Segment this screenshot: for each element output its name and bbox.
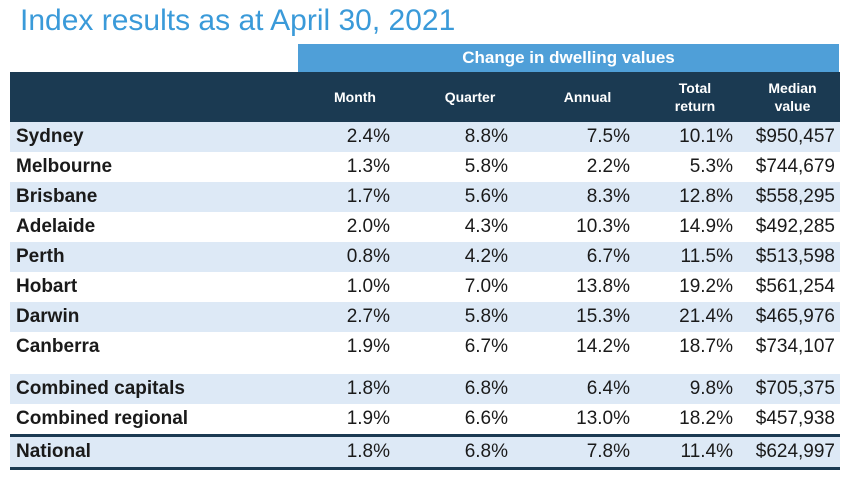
header-median-line2: value [774, 98, 811, 114]
cell-total-return: 18.7% [679, 336, 733, 357]
table-row: Hobart 1.0% 7.0% 13.8% 19.2% $561,254 [10, 272, 840, 302]
cell-annual: 15.3% [576, 306, 630, 327]
row-label: Hobart [16, 276, 78, 297]
cell-month: 0.8% [346, 246, 390, 267]
row-label: Perth [16, 246, 65, 267]
cell-month: 1.8% [346, 378, 390, 399]
cell-annual: 13.0% [576, 408, 630, 429]
row-label: National [16, 441, 91, 462]
header-total-return-line1: Total [678, 80, 712, 96]
cell-month: 1.9% [346, 408, 390, 429]
cell-total-return: 18.2% [679, 408, 733, 429]
cell-month: 1.3% [346, 156, 390, 177]
row-label: Melbourne [16, 156, 113, 177]
row-label: Canberra [16, 336, 100, 357]
cell-annual: 14.2% [576, 336, 630, 357]
cell-month: 1.9% [346, 336, 390, 357]
header-median-line1: Median [768, 80, 817, 96]
table-row: Combined regional 1.9% 6.6% 13.0% 18.2% … [10, 404, 840, 434]
national-divider-top [10, 434, 840, 437]
cell-median-value: $457,938 [755, 408, 835, 429]
cell-month: 2.7% [346, 306, 390, 327]
table-row: Combined capitals 1.8% 6.8% 6.4% 9.8% $7… [10, 374, 840, 404]
table-header: Month Quarter Annual Total return Median v… [10, 72, 840, 122]
cell-annual: 13.8% [576, 276, 630, 297]
cell-median-value: $561,254 [755, 276, 835, 297]
cell-annual: 8.3% [586, 186, 630, 207]
cell-median-value: $744,679 [755, 156, 835, 177]
header-total-return-line2: return [674, 98, 716, 114]
cell-month: 2.4% [346, 126, 390, 147]
cell-total-return: 19.2% [679, 276, 733, 297]
cell-month: 1.0% [346, 276, 390, 297]
column-group-header: Change in dwelling values [298, 44, 839, 72]
cell-annual: 2.2% [586, 156, 630, 177]
cell-median-value: $734,107 [755, 336, 835, 357]
row-label: Darwin [16, 306, 80, 327]
table-row: Sydney 2.4% 8.8% 7.5% 10.1% $950,457 [10, 122, 840, 152]
cell-month: 1.8% [346, 441, 390, 462]
cell-total-return: 11.4% [680, 441, 733, 462]
cell-quarter: 4.2% [464, 246, 508, 267]
table-row: Canberra 1.9% 6.7% 14.2% 18.7% $734,107 [10, 332, 840, 362]
cell-quarter: 5.8% [464, 156, 508, 177]
cell-total-return: 12.8% [679, 186, 733, 207]
cell-total-return: 10.1% [679, 126, 733, 147]
header-median-value: Median value [745, 72, 840, 122]
header-annual: Annual [563, 89, 612, 105]
cell-median-value: $465,976 [755, 306, 835, 327]
cell-quarter: 6.8% [464, 378, 508, 399]
header-total-return: Total return [645, 72, 745, 122]
table-row: Melbourne 1.3% 5.8% 2.2% 5.3% $744,679 [10, 152, 840, 182]
table-row: Brisbane 1.7% 5.6% 8.3% 12.8% $558,295 [10, 182, 840, 212]
header-month: Month [334, 89, 376, 105]
cell-median-value: $558,295 [755, 186, 835, 207]
row-label: Adelaide [16, 216, 96, 237]
cell-quarter: 8.8% [464, 126, 508, 147]
cell-median-value: $492,285 [755, 216, 835, 237]
cell-total-return: 5.3% [689, 156, 733, 177]
cell-total-return: 21.4% [679, 306, 733, 327]
cell-total-return: 14.9% [679, 216, 733, 237]
cell-quarter: 6.6% [464, 408, 508, 429]
page-title: Index results as at April 30, 2021 [20, 4, 456, 37]
row-label: Combined regional [16, 408, 189, 429]
cell-quarter: 6.7% [464, 336, 508, 357]
row-label: Combined capitals [16, 378, 185, 399]
cell-quarter: 4.3% [464, 216, 508, 237]
row-label: Brisbane [16, 186, 98, 207]
table-row: Adelaide 2.0% 4.3% 10.3% 14.9% $492,285 [10, 212, 840, 242]
cell-quarter: 5.6% [464, 186, 508, 207]
cell-total-return: 9.8% [689, 378, 733, 399]
cell-annual: 7.5% [586, 126, 630, 147]
row-label: Sydney [16, 126, 84, 147]
cell-quarter: 5.8% [464, 306, 508, 327]
cell-annual: 10.3% [576, 216, 630, 237]
national-divider-bottom [10, 467, 840, 470]
cell-median-value: $705,375 [755, 378, 835, 399]
table-row: Perth 0.8% 4.2% 6.7% 11.5% $513,598 [10, 242, 840, 272]
cell-median-value: $624,997 [755, 441, 835, 462]
cell-quarter: 7.0% [464, 276, 508, 297]
table-row-national: National 1.8% 6.8% 7.8% 11.4% $624,997 [10, 437, 840, 467]
cell-median-value: $513,598 [755, 246, 835, 267]
cell-month: 1.7% [346, 186, 390, 207]
cell-annual: 6.7% [586, 246, 630, 267]
cell-median-value: $950,457 [755, 126, 835, 147]
cell-annual: 7.8% [586, 441, 630, 462]
cell-annual: 6.4% [586, 378, 630, 399]
header-quarter: Quarter [444, 89, 496, 105]
cell-total-return: 11.5% [680, 246, 733, 267]
cell-quarter: 6.8% [464, 441, 508, 462]
table-row: Darwin 2.7% 5.8% 15.3% 21.4% $465,976 [10, 302, 840, 332]
cell-month: 2.0% [346, 216, 390, 237]
